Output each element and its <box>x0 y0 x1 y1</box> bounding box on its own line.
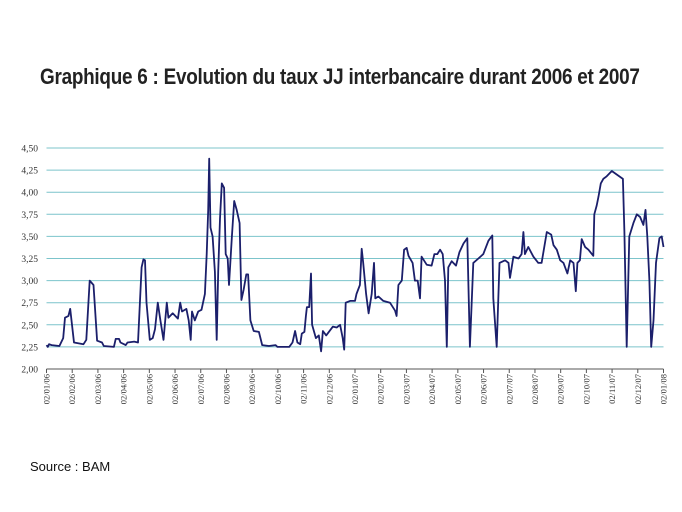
x-tick-label: 02/03/07 <box>401 374 411 404</box>
source-note: Source : BAM <box>30 459 111 474</box>
x-tick-label: 02/07/07 <box>504 374 514 404</box>
y-tick-label: 3,00 <box>21 277 38 287</box>
y-tick-label: 2,00 <box>21 366 38 376</box>
x-tick-label: 02/12/07 <box>633 374 643 404</box>
y-axis-ticks: 2,00 2,25 2,50 2,75 3,00 3,25 3,50 3,75 4,00 4,25… <box>21 145 38 376</box>
series-layer <box>45 157 665 353</box>
series-line-taux-jj <box>45 157 665 353</box>
x-tick-label: 02/11/07 <box>607 374 617 404</box>
x-tick-label: 02/02/07 <box>376 374 386 404</box>
x-tick-label: 02/04/07 <box>427 374 437 404</box>
x-tick-label: 02/01/06 <box>42 374 52 404</box>
x-tick-label: 02/09/07 <box>556 374 566 404</box>
x-tick-label: 02/01/08 <box>659 374 669 404</box>
chart-title: Graphique 6 : Evolution du taux JJ inter… <box>40 64 640 89</box>
x-tick-label: 02/01/07 <box>350 374 360 404</box>
y-tick-label: 4,50 <box>21 145 38 155</box>
y-tick-label: 2,25 <box>21 343 38 353</box>
x-axis: 02/01/06 02/02/06 02/03/06 02/04/06 02/05/06… <box>42 368 669 404</box>
x-tick-label: 02/03/06 <box>93 374 103 404</box>
x-tick-label: 02/10/07 <box>581 374 591 404</box>
gridlines <box>46 147 664 348</box>
x-tick-label: 02/08/06 <box>221 374 231 404</box>
x-tick-label: 02/11/06 <box>299 374 309 404</box>
x-tick-label: 02/12/06 <box>324 374 334 404</box>
x-tick-label: 02/04/06 <box>119 374 129 404</box>
x-tick-label: 02/05/06 <box>144 374 154 404</box>
x-tick-label: 02/06/07 <box>479 374 489 404</box>
x-tick-label: 02/06/06 <box>170 374 180 404</box>
y-tick-label: 4,25 <box>21 167 38 177</box>
x-tick-label: 02/10/06 <box>273 374 283 404</box>
y-tick-label: 2,75 <box>21 299 38 309</box>
y-tick-label: 3,50 <box>21 233 38 243</box>
y-tick-label: 4,00 <box>21 189 38 199</box>
y-tick-label: 3,75 <box>21 211 38 221</box>
x-tick-label: 02/02/06 <box>67 374 77 404</box>
y-tick-label: 3,25 <box>21 255 38 265</box>
x-tick-label: 02/05/07 <box>453 374 463 404</box>
x-tick-label: 02/09/06 <box>247 374 257 404</box>
x-tick-label: 02/08/07 <box>530 374 540 404</box>
y-tick-label: 2,50 <box>21 321 38 331</box>
x-tick-label: 02/07/06 <box>196 374 206 404</box>
